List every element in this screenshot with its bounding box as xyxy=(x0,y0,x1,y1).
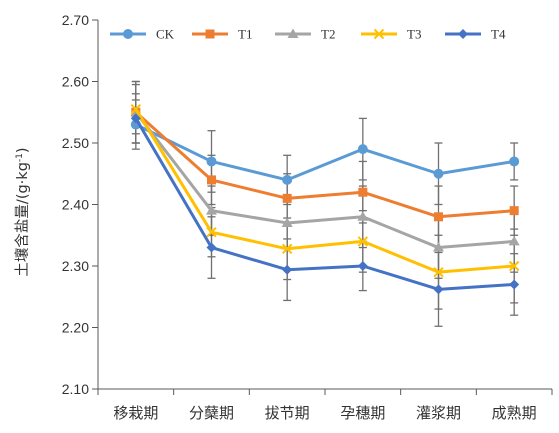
legend-marker xyxy=(373,28,385,40)
series-line-t1 xyxy=(134,111,515,219)
data-point-t1 xyxy=(282,193,292,203)
legend-marker xyxy=(205,29,215,39)
data-point-t3 xyxy=(433,266,444,278)
data-point-ck xyxy=(433,168,444,179)
y-axis-label: 土壤含盐量/(g·kg-1) xyxy=(13,147,31,276)
legend-label: CK xyxy=(156,27,175,42)
data-point-t2 xyxy=(357,211,369,221)
data-point-t4 xyxy=(433,284,444,295)
error-bars-t2 xyxy=(131,80,519,279)
legend-label: T4 xyxy=(491,27,506,42)
series-line-t2 xyxy=(134,111,515,250)
data-point-t3 xyxy=(508,260,520,272)
series-line-t4 xyxy=(134,117,515,291)
legend-marker xyxy=(287,28,299,38)
x-tick-label: 分蘖期 xyxy=(189,404,234,422)
series-line-ck xyxy=(135,123,515,182)
y-tick-label: 2.20 xyxy=(62,320,89,336)
data-point-t3 xyxy=(281,243,293,254)
series-line-t3 xyxy=(134,108,515,274)
axes: 2.10 2.20 2.30 2.40 2.50 2.60 2.70 移栽期 分蘖期 拔节期 孕穗期… xyxy=(62,12,553,422)
x-tick-label: 灌浆期 xyxy=(416,404,461,422)
legend-item-t4: T4 xyxy=(445,27,506,42)
data-point-t3 xyxy=(357,236,369,247)
y-tick-label: 2.70 xyxy=(62,12,89,28)
legend-item-t2: T2 xyxy=(275,27,335,42)
series-t2 xyxy=(130,106,520,252)
data-point-t4 xyxy=(509,279,520,290)
series-t3 xyxy=(130,103,520,278)
y-tick-label: 2.60 xyxy=(62,74,89,90)
series-ck xyxy=(130,119,520,185)
data-point-t4 xyxy=(206,242,217,253)
data-point-t4 xyxy=(282,264,293,275)
legend-label: T2 xyxy=(321,27,335,42)
legend-marker xyxy=(123,29,133,39)
series-group xyxy=(130,80,520,327)
y-tick-label: 2.40 xyxy=(62,197,89,213)
legend: CK T1 T2 T3 T4 xyxy=(110,27,506,42)
data-point-t2 xyxy=(281,217,293,227)
data-point-ck xyxy=(206,156,217,167)
data-point-t4 xyxy=(357,261,368,271)
legend-item-t1: T1 xyxy=(192,27,252,42)
data-point-t2 xyxy=(508,235,520,246)
series-t4 xyxy=(130,113,520,295)
data-point-t1 xyxy=(509,206,519,216)
y-axis-label-close: ) xyxy=(15,147,31,153)
y-tick-label: 2.10 xyxy=(62,381,89,397)
legend-label: T3 xyxy=(407,27,421,42)
data-point-ck xyxy=(282,174,293,185)
legend-label: T1 xyxy=(238,27,252,42)
x-tick-label: 移栽期 xyxy=(113,404,158,422)
data-point-ck xyxy=(509,156,520,167)
data-point-t2 xyxy=(206,205,217,215)
x-tick-label: 拔节期 xyxy=(265,404,310,422)
data-point-t3 xyxy=(130,103,142,115)
legend-marker xyxy=(458,29,468,39)
svg-text:土壤含盐量/(g·kg-1): 土壤含盐量/(g·kg-1) xyxy=(13,147,31,276)
data-point-t2 xyxy=(433,242,444,252)
y-axis-label-exponent: -1 xyxy=(15,153,25,162)
data-point-ck xyxy=(357,144,368,155)
legend-item-ck: CK xyxy=(110,27,175,42)
data-point-t3 xyxy=(206,226,217,238)
legend-item-t3: T3 xyxy=(361,27,421,42)
x-tick-label: 成熟期 xyxy=(492,404,537,422)
data-point-t1 xyxy=(358,187,368,197)
y-tick-label: 2.50 xyxy=(62,135,89,151)
data-point-t1 xyxy=(207,175,216,185)
y-axis-label-main: 土壤含盐量/(g·kg xyxy=(13,162,31,276)
data-point-t1 xyxy=(434,212,443,222)
data-point-t4 xyxy=(130,113,141,124)
x-tick-label: 孕穗期 xyxy=(340,404,385,422)
y-tick-label: 2.30 xyxy=(62,258,89,274)
